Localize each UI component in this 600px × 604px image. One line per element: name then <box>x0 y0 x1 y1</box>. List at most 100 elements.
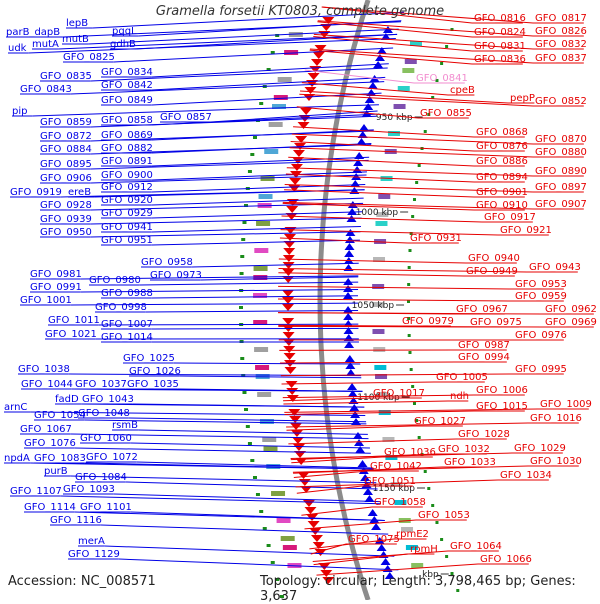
gene-label: parB_dapB <box>6 27 60 38</box>
gene-label: GFO_1043 <box>82 394 134 405</box>
gene-label: GFO_1033 <box>444 457 496 468</box>
gene-label: GFO_0950 <box>40 227 92 238</box>
gene-label: pip <box>12 106 27 117</box>
feature-block <box>375 221 387 226</box>
tick-dot <box>241 238 245 241</box>
leader-line <box>140 282 358 285</box>
gene-label: GFO_0921 <box>500 225 552 236</box>
plus-gene-arrow <box>355 446 365 453</box>
accession-label: Accession: NC_008571 <box>8 574 156 589</box>
plus-gene-arrow <box>365 96 375 103</box>
minus-gene-arrow <box>286 206 298 213</box>
tick-dot <box>415 181 418 184</box>
leader-line <box>180 376 361 378</box>
gene-label: cpeB <box>450 85 475 96</box>
minus-gene-arrow <box>283 332 295 339</box>
tick-dot <box>427 487 430 490</box>
tick-dot <box>259 102 263 105</box>
leader-line <box>278 313 454 314</box>
gene-label: GFO_1084 <box>75 472 127 483</box>
leader-line <box>192 263 359 267</box>
gene-label: GFO_1058 <box>374 497 426 508</box>
tick-dot <box>242 391 246 394</box>
tick-dot <box>256 493 260 496</box>
tick-dot <box>408 249 411 252</box>
gene-label: lepB <box>66 18 88 29</box>
plus-gene-arrow <box>363 103 373 110</box>
gene-label: GFO_0987 <box>458 340 510 351</box>
gene-label: GFO_1060 <box>80 433 132 444</box>
feature-block <box>411 563 423 568</box>
plus-gene-arrow <box>345 355 355 362</box>
gene-label: GFO_0998 <box>95 302 147 313</box>
leader-line <box>288 439 456 444</box>
gene-label: GFO_0869 <box>101 130 153 141</box>
leader-line <box>299 94 533 106</box>
gene-label: GFO_0870 <box>535 134 587 145</box>
gene-label: GFO_1034 <box>500 470 552 481</box>
scale-tick-label: 1000 kbp <box>356 208 399 218</box>
tick-dot <box>413 198 416 201</box>
gene-label: GFO_0859 <box>40 117 92 128</box>
leader-line <box>278 286 513 289</box>
leader-line <box>152 64 389 77</box>
gene-label: GFO_0941 <box>101 222 153 233</box>
feature-block <box>402 68 414 73</box>
tick-dot <box>240 255 244 258</box>
gene-label: GFO_1072 <box>86 452 138 463</box>
feature-block <box>372 329 384 334</box>
gene-label: GFO_0995 <box>515 364 567 375</box>
gene-label: GFO_0994 <box>458 352 510 363</box>
feature-block <box>278 77 292 82</box>
gene-label: GFO_1044 <box>21 379 73 390</box>
gene-label: GFO_0841 <box>416 73 468 84</box>
feature-block <box>398 86 410 91</box>
gene-label: GFO_0953 <box>515 279 567 290</box>
minus-gene-arrow <box>299 479 311 486</box>
gene-label: GFO_1107 <box>10 486 62 497</box>
tick-dot <box>424 130 427 133</box>
gene-label: GFO_1021 <box>45 329 97 340</box>
leader-line <box>152 144 372 153</box>
gene-label: GFO_0981 <box>30 269 82 280</box>
tick-dot <box>411 215 414 218</box>
leader-line <box>310 50 472 64</box>
minus-gene-arrow <box>283 262 295 269</box>
gene-label: arnC <box>4 402 27 413</box>
leader-line <box>286 174 474 182</box>
plus-gene-arrow <box>343 278 353 285</box>
gene-label: udk <box>8 43 27 54</box>
gene-label: GFO_0920 <box>101 195 153 206</box>
leader-line <box>304 520 416 529</box>
plus-gene-arrow <box>350 411 360 418</box>
gene-label: GFO_1075 <box>348 534 400 545</box>
tick-dot <box>240 272 244 275</box>
gene-label: GFO_0962 <box>545 304 597 315</box>
gene-label: GFO_0858 <box>101 115 153 126</box>
tick-dot <box>267 544 271 547</box>
tick-dot <box>445 555 448 558</box>
minus-gene-arrow <box>311 59 323 66</box>
feature-block <box>394 104 406 109</box>
tick-dot <box>250 153 254 156</box>
plus-gene-arrow <box>347 383 357 390</box>
gene-label: GFO_0876 <box>476 141 528 152</box>
gene-label: purB <box>44 466 68 477</box>
feature-block <box>373 347 385 352</box>
map-title: Gramella forsetii KT0803, complete genom… <box>0 4 600 19</box>
minus-gene-arrow <box>282 297 294 304</box>
feature-block <box>262 437 276 442</box>
gene-label: GFO_1129 <box>68 549 120 560</box>
gene-label: GFO_1067 <box>20 424 72 435</box>
gene-label: GFO_1101 <box>80 502 132 513</box>
feature-block <box>281 536 295 541</box>
leader-line <box>313 551 448 561</box>
leader-line <box>211 111 378 122</box>
gene-label: GFO_0917 <box>484 212 536 223</box>
plus-gene-arrow <box>345 243 355 250</box>
gene-label: GFO_1005 <box>436 372 488 383</box>
minus-gene-arrow <box>289 416 301 423</box>
minus-gene-arrow <box>284 353 296 360</box>
gene-label: GFO_1076 <box>24 438 76 449</box>
gene-label: GFO_0906 <box>40 173 92 184</box>
